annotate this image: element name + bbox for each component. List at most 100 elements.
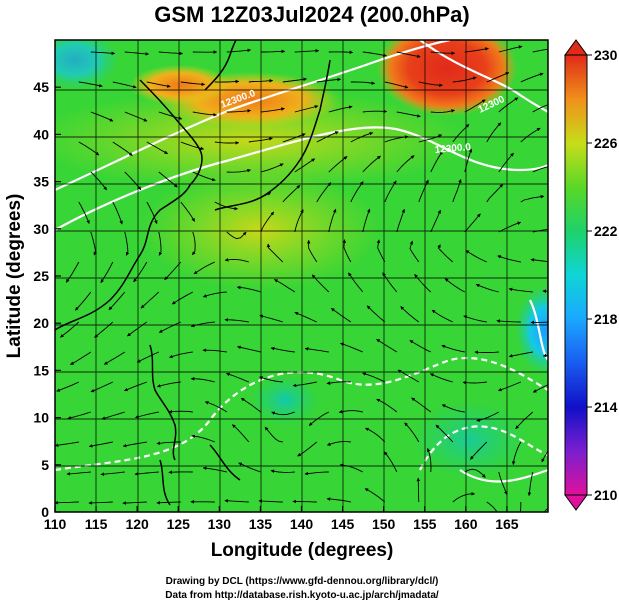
streamline-arrow [404, 422, 420, 443]
contour-dashed-south [55, 357, 548, 472]
streamline-arrow [532, 228, 548, 233]
streamline-arrow [260, 49, 286, 54]
colorbar-top-arrow [564, 39, 588, 56]
streamline-arrow [452, 492, 476, 503]
streamline-arrow [496, 319, 521, 323]
streamline-arrow [124, 51, 150, 56]
streamline-arrow [362, 51, 387, 57]
streamline-arrow [101, 411, 125, 420]
streamline-arrow [112, 201, 123, 225]
plot-area: 12300.0 12300.0 12300 [55, 40, 548, 512]
streamline-arrow [191, 434, 215, 443]
streamline-arrow [396, 155, 415, 173]
streamline-arrow [542, 289, 548, 293]
streamline-arrow [282, 77, 307, 83]
streamline-arrow [112, 81, 137, 89]
streamline-arrow [156, 500, 181, 505]
streamline-arrow [90, 381, 113, 393]
streamline-arrow [376, 338, 398, 353]
streamline-arrow [260, 107, 285, 113]
streamline-arrow [444, 278, 466, 293]
streamline-arrow [430, 150, 443, 173]
streamline-arrow [168, 409, 193, 414]
streamline-arrow [258, 499, 283, 503]
chart-title: GSM 12Z03Jul2024 (200.0hPa) [154, 2, 470, 27]
x-tick-label: 160 [454, 516, 478, 532]
y-tick-label: 35 [33, 174, 49, 190]
streamline-arrow [100, 471, 125, 476]
streamline-arrow [294, 311, 317, 323]
streamline-arrow [532, 48, 548, 53]
streamline-arrow [435, 424, 454, 443]
streamline-arrow [60, 321, 80, 338]
y-tick-label: 5 [41, 457, 49, 473]
streamline-arrow [238, 462, 261, 473]
streamline-arrow [418, 134, 443, 143]
streamline-arrow [542, 353, 548, 358]
streamlines [55, 45, 548, 512]
streamline-arrow [248, 137, 273, 143]
streamline-arrow [108, 291, 126, 311]
streamline-arrow [430, 209, 441, 233]
warm-band-japan [140, 170, 380, 290]
streamline-arrow [452, 179, 462, 203]
streamline-arrow [259, 376, 283, 383]
streamline-arrow [418, 81, 443, 87]
streamline-arrow [224, 498, 249, 503]
streamline-arrow [530, 258, 548, 262]
credit-line-2: Data from http://database.rish.kyoto-u.a… [165, 590, 439, 601]
streamline-arrow [88, 501, 113, 505]
contour-bottom [459, 468, 548, 483]
streamline-arrow [340, 342, 363, 353]
y-tick-label: 15 [33, 362, 49, 378]
streamline-arrow [441, 404, 465, 413]
streamline-arrow [259, 314, 283, 323]
streamline-arrow [342, 239, 352, 263]
x-tick-label: 145 [331, 516, 355, 532]
streamline-arrow [294, 209, 304, 233]
streamline-arrow [411, 397, 432, 413]
streamline-arrow [362, 155, 381, 173]
streamline-arrow [294, 105, 319, 113]
teal-area-cyclone [250, 375, 320, 425]
streamline-arrow [124, 111, 148, 122]
streamline-arrow [474, 350, 499, 355]
colorbar-tick-label: 230 [594, 47, 618, 63]
x-tick-label: 135 [249, 516, 273, 532]
streamline-arrow [383, 451, 398, 473]
temperature-maximum [377, 40, 517, 116]
streamline-arrow [158, 231, 163, 256]
streamline-arrow [339, 463, 364, 473]
streamline-arrow [547, 423, 548, 427]
streamline-arrow [226, 109, 252, 113]
y-tick-label: 25 [33, 268, 49, 284]
streamline-arrow [328, 208, 337, 233]
x-tick-label: 125 [167, 516, 191, 532]
streamline-arrow [274, 279, 296, 293]
streamline-arrow [508, 351, 533, 358]
streamline-arrow [56, 381, 79, 392]
streamline-arrow [240, 397, 262, 413]
streamline-arrow [328, 105, 353, 113]
streamline-arrow [426, 448, 432, 473]
streamline-arrow [192, 111, 217, 117]
streamline-arrow [169, 351, 193, 359]
streamline-arrow [297, 441, 318, 457]
streamline-arrow [365, 427, 386, 443]
x-tick-label: 155 [413, 516, 437, 532]
streamline-arrow [140, 291, 160, 309]
streamline-arrow [168, 470, 193, 475]
streamline-arrow [100, 261, 114, 283]
streamline-arrow [124, 381, 147, 392]
contour-label-2: 12300.0 [434, 142, 471, 156]
streamline-arrow [532, 166, 548, 173]
y-tick-label: 30 [33, 221, 49, 237]
streamline-arrow [362, 208, 371, 233]
streamline-arrow [464, 468, 486, 478]
streamline-arrow [65, 261, 80, 283]
streamline-arrow [464, 47, 489, 53]
streamline-arrow [414, 274, 432, 293]
streamline-arrow [409, 240, 420, 263]
streamline-arrow [384, 81, 409, 89]
